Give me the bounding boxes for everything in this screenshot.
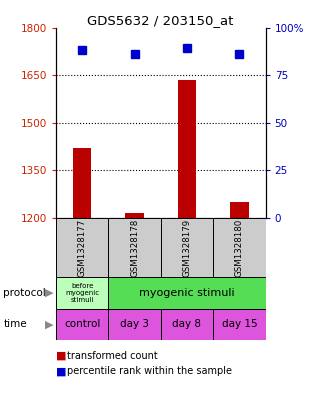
Text: time: time [3, 319, 27, 329]
Text: day 8: day 8 [172, 319, 202, 329]
Bar [108, 218, 161, 277]
Text: ■: ■ [56, 351, 67, 361]
Text: myogenic stimuli: myogenic stimuli [139, 288, 235, 298]
Text: percentile rank within the sample: percentile rank within the sample [67, 366, 232, 376]
Text: ■: ■ [56, 366, 67, 376]
Text: ▶: ▶ [45, 288, 54, 298]
Bar [161, 218, 213, 277]
Text: day 15: day 15 [221, 319, 257, 329]
Bar [108, 309, 161, 340]
Text: transformed count: transformed count [67, 351, 158, 361]
Text: control: control [64, 319, 100, 329]
Bar [108, 277, 266, 309]
Bar [178, 80, 196, 218]
Text: day 3: day 3 [120, 319, 149, 329]
Text: protocol: protocol [3, 288, 46, 298]
Bar [56, 309, 108, 340]
Bar [213, 218, 266, 277]
Bar [125, 213, 144, 218]
Bar [73, 148, 92, 218]
Text: GDS5632 / 203150_at: GDS5632 / 203150_at [87, 14, 233, 27]
Text: before
myogenic
stimuli: before myogenic stimuli [65, 283, 99, 303]
Text: GSM1328178: GSM1328178 [130, 219, 139, 277]
Bar [213, 309, 266, 340]
Text: GSM1328180: GSM1328180 [235, 219, 244, 277]
Bar [56, 218, 108, 277]
Text: GSM1328177: GSM1328177 [78, 219, 87, 277]
Bar [161, 309, 213, 340]
Bar [230, 202, 249, 218]
Text: GSM1328179: GSM1328179 [182, 219, 191, 277]
Text: ▶: ▶ [45, 319, 54, 329]
Bar [56, 277, 108, 309]
